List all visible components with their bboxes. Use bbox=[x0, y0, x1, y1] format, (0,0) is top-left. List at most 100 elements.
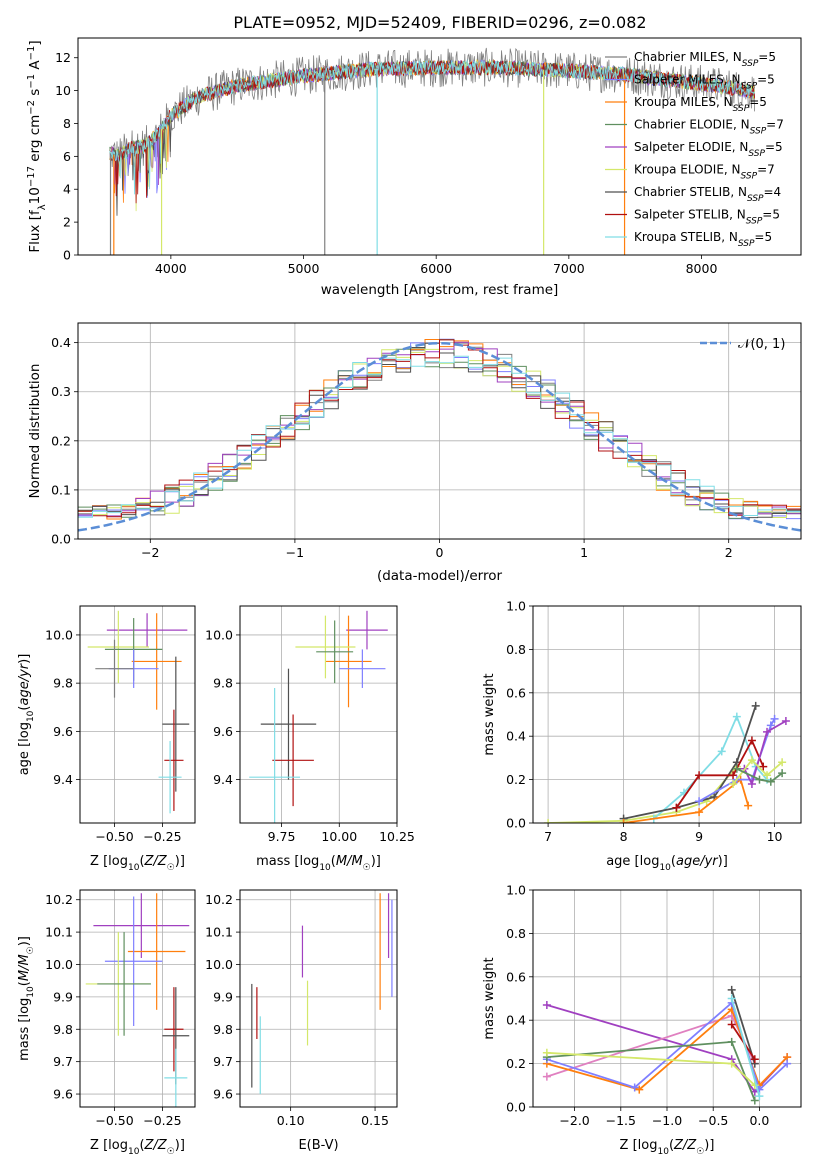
weight-marker bbox=[755, 775, 764, 784]
y-tick-label: 10.1 bbox=[205, 925, 233, 940]
legend-label: Salpeter MILES, NSSP=5 bbox=[634, 73, 775, 92]
axes-age-vs-mass: 9.75 10.00 10.25 9.4 9.6 9.8 10.0 bbox=[205, 606, 415, 844]
weight-marker bbox=[727, 1059, 736, 1068]
massweight-vs-Z-frame bbox=[532, 889, 802, 1108]
legend-label: Chabrier MILES, NSSP=5 bbox=[634, 50, 776, 69]
y-tick-label: 0.2 bbox=[506, 772, 526, 787]
y-tick-label: 10.0 bbox=[205, 627, 233, 642]
axes-spectrum: 4000 5000 6000 7000 8000 0 2 4 6 8 10 12 bbox=[55, 50, 717, 276]
residuals-ylabel: Normed distribution bbox=[27, 364, 43, 499]
y-tick-label: 9.8 bbox=[213, 676, 233, 691]
chart-layer: 4000 5000 6000 7000 8000024681012wavelength … bbox=[17, 37, 802, 1157]
massweight-vs-Z-ylabel: mass weight bbox=[482, 957, 497, 1039]
y-tick-label: 0.8 bbox=[506, 926, 526, 941]
weight-marker bbox=[695, 771, 704, 780]
x-tick-label: 10.00 bbox=[321, 829, 357, 844]
legend-label: Salpeter ELODIE, NSSP=5 bbox=[634, 140, 783, 159]
weight-marker bbox=[783, 1059, 792, 1068]
axes-age-vs-Z: −0.50 −0.25 9.4 9.6 9.8 10.0 bbox=[45, 606, 195, 844]
mass-vs-Z-xlabel: Z [log10(Z/Z☉)] bbox=[90, 1138, 185, 1157]
weight-marker bbox=[732, 764, 741, 773]
weight-marker bbox=[717, 747, 726, 756]
y-tick-label: 4 bbox=[63, 182, 71, 197]
weight-marker bbox=[744, 801, 753, 810]
mass-vs-EBV-frame bbox=[239, 889, 398, 1108]
weight-marker bbox=[778, 758, 787, 767]
mass-vs-EBV-xlabel: E(B-V) bbox=[298, 1138, 338, 1153]
weight-marker bbox=[727, 1037, 736, 1046]
weight-marker bbox=[635, 1085, 644, 1094]
y-tick-label: 0.4 bbox=[51, 335, 71, 350]
x-tick-label: 0.0 bbox=[749, 1113, 769, 1128]
age-vs-Z-points bbox=[87, 610, 190, 814]
histograms bbox=[78, 338, 801, 532]
y-tick-label: 9.7 bbox=[53, 1054, 73, 1069]
x-tick-label: −1 bbox=[286, 545, 304, 560]
x-tick-label: 8 bbox=[620, 829, 628, 844]
x-tick-label: 7 bbox=[544, 829, 552, 844]
histogram-series bbox=[78, 355, 801, 518]
x-tick-label: 9 bbox=[695, 829, 703, 844]
x-tick-label: −0.50 bbox=[95, 1113, 133, 1128]
x-tick-label: −0.5 bbox=[698, 1113, 728, 1128]
weight-line bbox=[623, 778, 750, 823]
legend-label: 𝒩(0, 1) bbox=[738, 337, 785, 352]
weight-marker bbox=[770, 714, 779, 723]
spectrum-frame bbox=[77, 37, 802, 256]
x-tick-label: −1.0 bbox=[652, 1113, 682, 1128]
y-tick-label: 0.0 bbox=[506, 1100, 526, 1115]
legend-label: Salpeter STELIB, NSSP=5 bbox=[634, 208, 780, 227]
y-tick-label: 9.7 bbox=[213, 1054, 233, 1069]
weight-line bbox=[546, 1040, 756, 1101]
weight-marker bbox=[778, 769, 787, 778]
x-tick-label: −0.50 bbox=[95, 829, 133, 844]
age-vs-Z-xlabel: Z [log10(Z/Z☉)] bbox=[90, 854, 185, 873]
axes-massweight-vs-age: 7 8 9 10 0.0 0.2 0.4 0.6 0.8 1.0 bbox=[506, 599, 801, 844]
massweight-vs-age-xlabel: age [log10(age/yr)] bbox=[606, 854, 728, 873]
spectrum-series bbox=[109, 58, 755, 195]
weight-marker bbox=[542, 1001, 551, 1010]
age-vs-Z-ylabel: age [log10(age/yr)] bbox=[17, 654, 36, 776]
x-tick-label: 8000 bbox=[686, 261, 718, 276]
y-tick-label: 10.0 bbox=[205, 957, 233, 972]
residuals-frame bbox=[77, 322, 802, 540]
legend-label: Kroupa STELIB, NSSP=5 bbox=[634, 230, 772, 249]
residuals-xlabel: (data-model)/error bbox=[377, 568, 503, 584]
x-tick-label: 2 bbox=[725, 545, 733, 560]
spectrum-xlabel: wavelength [Angstrom, rest frame] bbox=[321, 282, 559, 298]
mass-vs-Z-ylabel: mass [log10(M/M☉)] bbox=[17, 936, 36, 1061]
x-tick-label: 0.10 bbox=[277, 1113, 305, 1128]
y-tick-label: 10.0 bbox=[45, 957, 73, 972]
y-tick-label: 9.6 bbox=[213, 724, 233, 739]
figure-title: PLATE=0952, MJD=52409, FIBERID=0296, z=0… bbox=[233, 13, 646, 32]
weight-marker bbox=[729, 771, 738, 780]
x-tick-label: 5000 bbox=[288, 261, 320, 276]
y-tick-label: 10.2 bbox=[205, 892, 233, 907]
y-tick-label: 0.1 bbox=[51, 482, 71, 497]
weight-marker bbox=[732, 712, 741, 721]
mass-vs-Z-points bbox=[85, 893, 190, 1107]
age-vs-Z-frame bbox=[79, 605, 196, 824]
weight-marker bbox=[729, 779, 738, 788]
y-tick-label: 0.2 bbox=[506, 1056, 526, 1071]
y-tick-label: 0.0 bbox=[506, 816, 526, 831]
mass-vs-Z-frame bbox=[79, 889, 196, 1108]
y-tick-label: 9.6 bbox=[53, 1087, 73, 1102]
weight-marker bbox=[781, 717, 790, 726]
weight-marker bbox=[542, 1072, 551, 1081]
weight-marker bbox=[750, 1055, 759, 1064]
y-tick-label: 0.3 bbox=[51, 384, 71, 399]
y-tick-label: 10.1 bbox=[45, 925, 73, 940]
weight-marker bbox=[750, 1096, 759, 1105]
y-tick-label: 9.8 bbox=[53, 1022, 73, 1037]
x-tick-label: 10.25 bbox=[379, 829, 415, 844]
y-tick-label: 2 bbox=[63, 215, 71, 230]
weight-marker bbox=[755, 1092, 764, 1101]
weight-marker bbox=[544, 819, 553, 823]
age-vs-mass-points bbox=[249, 610, 388, 823]
age-vs-mass-frame bbox=[239, 605, 398, 824]
y-tick-label: 10.0 bbox=[45, 627, 73, 642]
weight-marker bbox=[763, 771, 772, 780]
x-tick-label: −0.25 bbox=[143, 1113, 181, 1128]
axes-mass-vs-EBV: 0.10 0.15 9.6 9.7 9.8 9.9 10.0 10.1 10.2 bbox=[205, 890, 397, 1128]
